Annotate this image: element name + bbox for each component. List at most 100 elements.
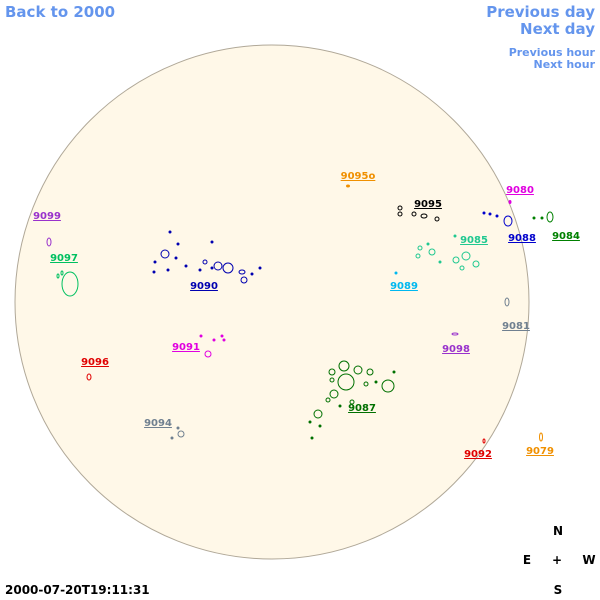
sunspot xyxy=(166,268,170,272)
region-label[interactable]: 9095o xyxy=(341,171,376,182)
sunspot xyxy=(160,249,170,259)
region-label[interactable]: 9098 xyxy=(442,344,470,355)
sunspot xyxy=(426,242,430,246)
sunspot xyxy=(168,230,172,234)
timestamp: 2000-07-20T19:11:31 xyxy=(5,583,150,597)
compass-west: W xyxy=(582,553,595,567)
sunspot xyxy=(222,338,226,342)
region-label[interactable]: 9079 xyxy=(526,446,554,457)
sunspot xyxy=(353,365,363,375)
sunspot xyxy=(213,261,223,271)
sunspot xyxy=(313,409,323,419)
sunspot xyxy=(61,271,79,297)
sunspot xyxy=(153,260,157,264)
sunspot xyxy=(210,240,214,244)
sunspot xyxy=(420,213,428,219)
sunspot xyxy=(152,270,156,274)
sunspot xyxy=(310,436,314,440)
region-label[interactable]: 9084 xyxy=(552,231,580,242)
sunspot xyxy=(258,266,262,270)
region-label[interactable]: 9097 xyxy=(50,253,78,264)
sunspot xyxy=(210,266,214,270)
sunspot xyxy=(482,438,486,444)
sunspot xyxy=(540,216,544,220)
sunspot xyxy=(417,245,423,251)
sunspot xyxy=(438,260,442,264)
sunspot xyxy=(338,360,350,372)
sunspot xyxy=(325,397,331,403)
back-link[interactable]: Back to 2000 xyxy=(5,3,115,21)
next-hour-link[interactable]: Next hour xyxy=(534,58,596,71)
sunspot xyxy=(338,404,342,408)
sunspot xyxy=(415,253,421,259)
sunspot xyxy=(222,262,234,274)
sunspot xyxy=(397,211,403,217)
sunspot xyxy=(346,184,350,188)
sunspot xyxy=(459,265,465,271)
solar-disk xyxy=(14,44,530,560)
region-label[interactable]: 9087 xyxy=(348,403,376,414)
sunspot xyxy=(504,297,510,307)
next-day-link[interactable]: Next day xyxy=(520,20,595,38)
sunspot xyxy=(328,368,336,376)
sunspot xyxy=(250,272,254,276)
sunspot xyxy=(202,259,208,265)
sunspot xyxy=(488,212,492,216)
sunspot xyxy=(337,373,355,391)
sunspot xyxy=(363,381,369,387)
region-label[interactable]: 9095 xyxy=(414,199,442,210)
sunspot xyxy=(374,380,378,384)
sunspot xyxy=(329,389,339,399)
sunspot xyxy=(532,216,536,220)
sunspot xyxy=(381,379,395,393)
region-label[interactable]: 9090 xyxy=(190,281,218,292)
sunspot xyxy=(452,256,460,264)
sunspot xyxy=(539,432,543,442)
sunspot xyxy=(392,370,396,374)
region-label[interactable]: 9099 xyxy=(33,211,61,222)
sunspot xyxy=(177,430,185,438)
sunspot xyxy=(329,377,335,383)
sunspot xyxy=(308,420,312,424)
region-label[interactable]: 9089 xyxy=(390,281,418,292)
sunspot xyxy=(366,368,374,376)
region-label[interactable]: 9081 xyxy=(502,321,530,332)
compass-center: + xyxy=(552,553,562,567)
sunspot xyxy=(212,338,216,342)
sunspot xyxy=(184,264,188,268)
sunspot xyxy=(199,334,203,338)
sunspot xyxy=(46,237,52,247)
region-label[interactable]: 9080 xyxy=(506,185,534,196)
sunspot xyxy=(472,260,480,268)
sunspot xyxy=(220,334,224,338)
previous-day-link[interactable]: Previous day xyxy=(486,3,595,21)
region-label[interactable]: 9096 xyxy=(81,357,109,368)
sunspot xyxy=(397,205,403,211)
region-label[interactable]: 9091 xyxy=(172,342,200,353)
sunspot xyxy=(434,216,440,222)
sunspot xyxy=(86,373,92,381)
sunspot xyxy=(60,270,64,276)
compass-north: N xyxy=(553,524,563,538)
region-label[interactable]: 9094 xyxy=(144,418,172,429)
sunspot xyxy=(508,200,512,204)
sunspot xyxy=(176,426,180,430)
sunspot xyxy=(318,424,322,428)
previous-hour-link[interactable]: Previous hour xyxy=(509,46,596,59)
sunspot xyxy=(176,242,180,246)
sunspot xyxy=(428,248,436,256)
sunspot xyxy=(204,350,212,358)
region-label[interactable]: 9088 xyxy=(508,233,536,244)
region-label[interactable]: 9092 xyxy=(464,449,492,460)
sunspot xyxy=(198,268,202,272)
sunspot xyxy=(546,211,554,223)
compass-south: S xyxy=(554,583,563,597)
sunspot xyxy=(461,251,471,261)
sunspot xyxy=(394,271,398,275)
sunspot xyxy=(451,332,459,336)
sunspot xyxy=(495,214,499,218)
sunspot xyxy=(503,215,513,227)
region-label[interactable]: 9085 xyxy=(460,235,488,246)
sunspot xyxy=(240,276,248,284)
